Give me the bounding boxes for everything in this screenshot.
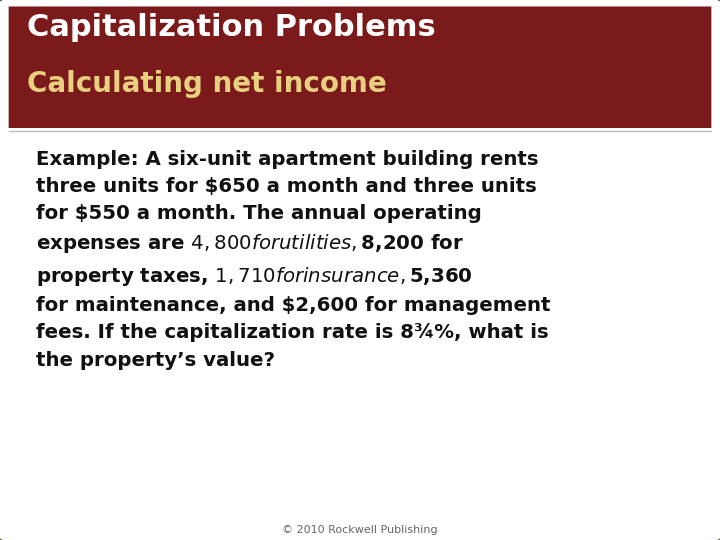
- Text: Capitalization Problems: Capitalization Problems: [27, 13, 436, 42]
- Text: Example: A six-unit apartment building rents
three units for $650 a month and th: Example: A six-unit apartment building r…: [36, 150, 551, 369]
- FancyBboxPatch shape: [9, 6, 711, 128]
- Bar: [9, 61, 711, 128]
- Text: © 2010 Rockwell Publishing: © 2010 Rockwell Publishing: [282, 525, 438, 535]
- Text: Calculating net income: Calculating net income: [27, 70, 387, 98]
